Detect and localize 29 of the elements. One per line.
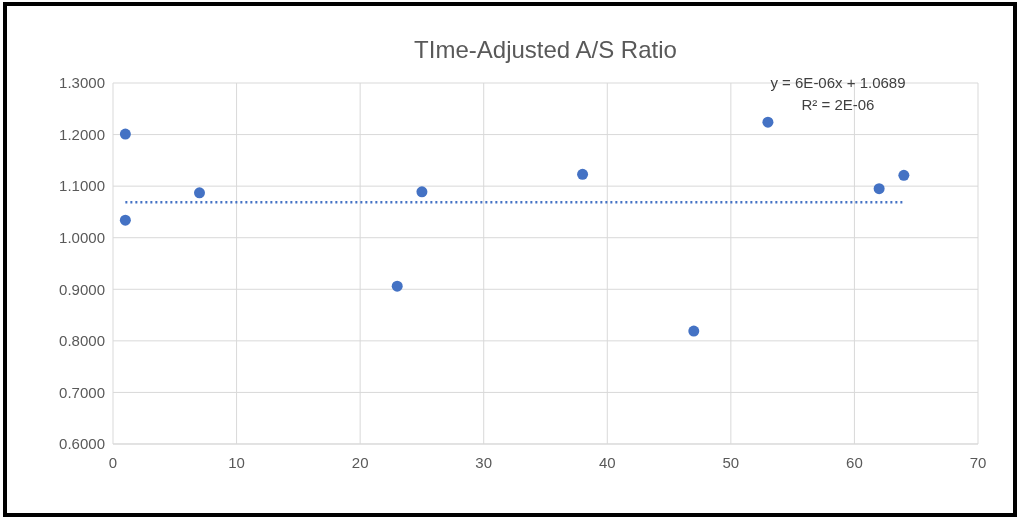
point	[391, 280, 403, 292]
x-tick-label: 10	[228, 454, 245, 471]
x-tick-label: 30	[475, 454, 493, 471]
x-tick-label: 20	[351, 454, 369, 471]
point	[762, 116, 774, 128]
point	[194, 187, 205, 199]
point	[873, 183, 885, 195]
x-tick-label: 70	[969, 454, 987, 471]
x-tick-label: 0	[108, 454, 118, 471]
point	[119, 128, 131, 140]
annotation: y = 6E-06x + 1.0689	[770, 74, 906, 91]
point	[416, 186, 428, 198]
x-tick-label: 50	[722, 454, 740, 471]
y-tick-label: 1.3000	[59, 74, 105, 92]
y-tick-label: 1.1000	[59, 177, 105, 195]
y-tick-label: 0.8000	[59, 332, 105, 350]
point	[898, 169, 910, 181]
y-tick-label: 0.7000	[59, 383, 105, 401]
x-tick-label: 60	[846, 454, 863, 471]
chart-title: TIme-Adjusted A/S Ratio	[414, 36, 677, 63]
y-tick-label: 1.0000	[59, 228, 105, 246]
x-tick-label: 40	[598, 454, 616, 471]
y-tick-label: 1.2000	[59, 125, 105, 143]
point	[119, 214, 131, 226]
y-tick-label: 0.6000	[59, 435, 105, 453]
point	[688, 325, 700, 337]
point	[577, 168, 589, 180]
y-tick-label: 0.9000	[59, 280, 105, 298]
annotation: R² = 2E-06	[801, 96, 875, 113]
